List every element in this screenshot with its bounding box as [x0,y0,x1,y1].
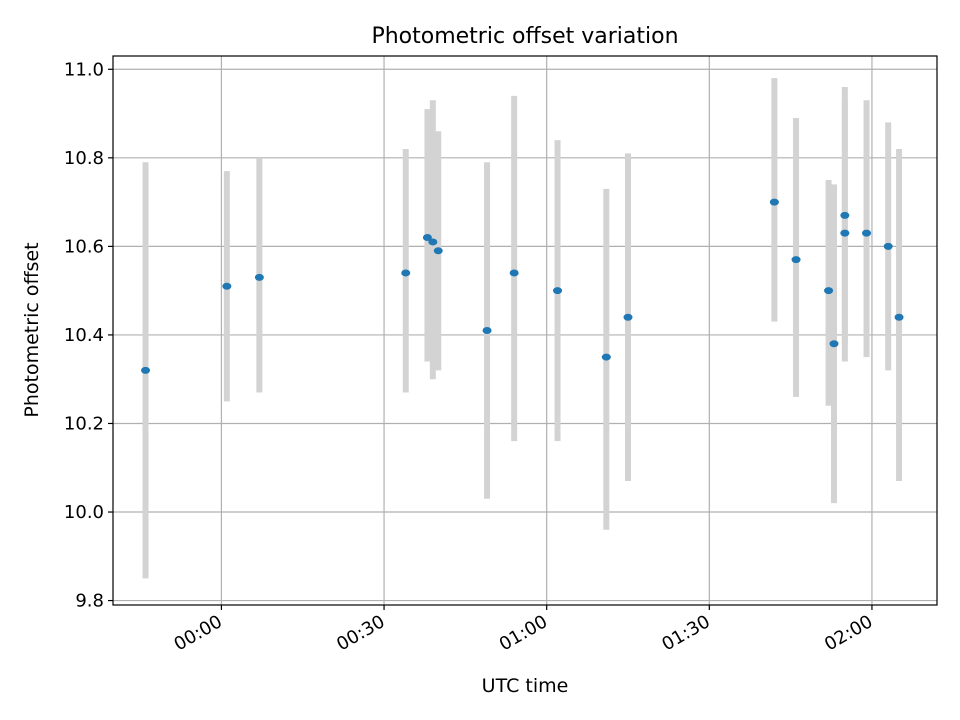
data-point [623,313,633,321]
y-axis-label: Photometric offset [21,242,43,417]
x-axis-label: UTC time [482,675,569,697]
data-point [428,238,438,246]
plot-frame [112,55,938,606]
y-tick-label: 10.0 [64,502,104,523]
y-tick-label: 11.0 [64,59,104,80]
data-point [254,273,264,281]
data-point [401,269,411,277]
data-point [141,366,151,374]
data-point [829,340,839,348]
data-point [422,234,432,242]
y-tick-label: 10.8 [64,148,104,169]
grid [113,56,937,605]
data-point [894,313,904,321]
data-points [141,198,904,374]
y-tick-label: 10.6 [64,236,104,257]
y-tick-label: 9.8 [75,591,104,612]
data-point [601,353,611,361]
y-tick-label: 10.4 [64,325,104,346]
y-tick-label: 10.2 [64,413,104,434]
data-point [482,327,492,334]
y-axis-ticks: 9.8 10.0 10.2 10.4 10.6 10.8 11.0 [64,59,113,612]
chart-title: Photometric offset variation [371,24,678,49]
data-point [840,229,850,237]
data-point [769,198,779,206]
data-point [433,247,443,255]
data-point [509,269,519,277]
data-point [824,287,834,295]
data-point [222,282,232,290]
data-point [553,287,563,295]
data-point [862,229,872,237]
data-point [840,211,850,219]
data-point [883,242,893,250]
data-point [791,256,801,264]
